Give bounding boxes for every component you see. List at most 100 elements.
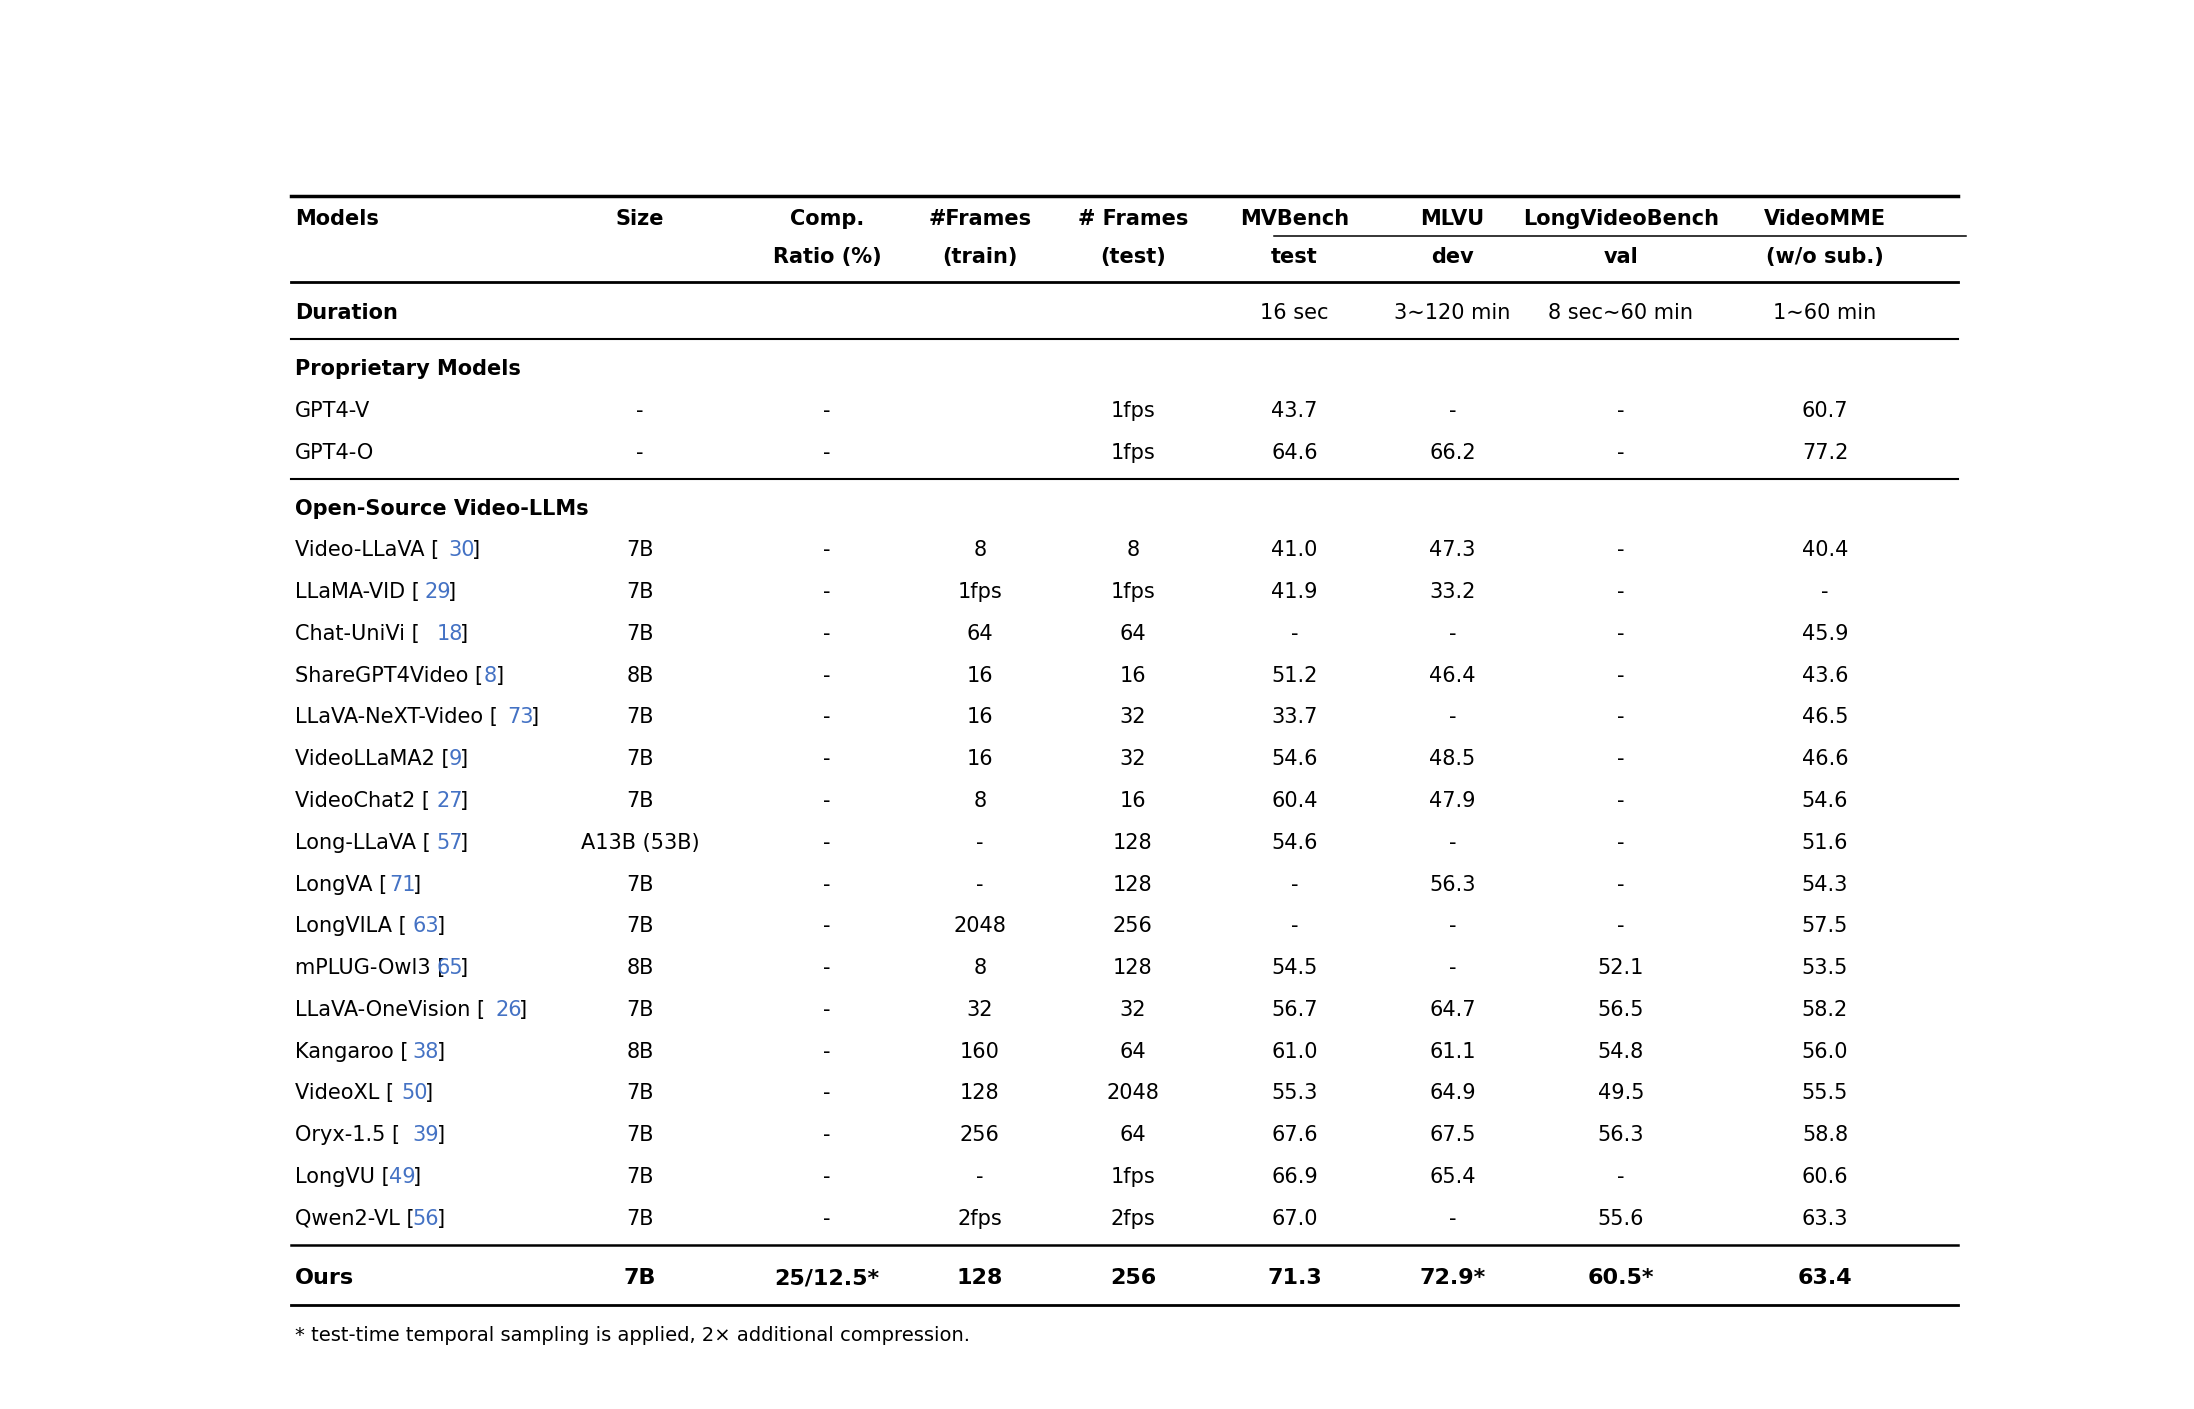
Text: 8: 8: [974, 790, 987, 812]
Text: 27: 27: [437, 790, 463, 812]
Text: 72.9*: 72.9*: [1420, 1268, 1485, 1288]
Text: Qwen2-VL [: Qwen2-VL [: [294, 1209, 415, 1229]
Text: -: -: [1448, 833, 1457, 852]
Text: 7B: 7B: [625, 1084, 654, 1103]
Text: # Frames: # Frames: [1077, 209, 1189, 230]
Text: -: -: [823, 1126, 832, 1146]
Text: 16: 16: [1119, 790, 1145, 812]
Text: 18: 18: [437, 624, 463, 644]
Text: #Frames: #Frames: [928, 209, 1031, 230]
Text: Ours: Ours: [294, 1268, 353, 1288]
Text: -: -: [976, 1167, 983, 1186]
Text: 61.0: 61.0: [1270, 1041, 1319, 1061]
Text: ]: ]: [461, 958, 467, 978]
Text: LLaVA-NeXT-Video [: LLaVA-NeXT-Video [: [294, 707, 498, 727]
Text: 32: 32: [1119, 707, 1145, 727]
Text: 63.4: 63.4: [1797, 1268, 1852, 1288]
Text: VideoMME: VideoMME: [1764, 209, 1887, 230]
Text: 7B: 7B: [625, 875, 654, 895]
Text: -: -: [1448, 402, 1457, 421]
Text: Size: Size: [617, 209, 665, 230]
Text: 60.5*: 60.5*: [1588, 1268, 1654, 1288]
Text: Oryx-1.5 [: Oryx-1.5 [: [294, 1126, 399, 1146]
Text: -: -: [976, 833, 983, 852]
Text: MVBench: MVBench: [1240, 209, 1349, 230]
Text: -: -: [823, 875, 832, 895]
Text: 256: 256: [1112, 916, 1152, 937]
Text: -: -: [1617, 624, 1626, 644]
Text: 7B: 7B: [625, 707, 654, 727]
Text: 7B: 7B: [625, 582, 654, 602]
Text: test: test: [1270, 247, 1319, 266]
Text: 30: 30: [448, 541, 474, 561]
Text: 66.2: 66.2: [1428, 442, 1477, 462]
Text: 41.0: 41.0: [1270, 541, 1319, 561]
Text: (w/o sub.): (w/o sub.): [1766, 247, 1885, 266]
Text: 56.3: 56.3: [1597, 1126, 1643, 1146]
Text: -: -: [1290, 624, 1299, 644]
Text: -: -: [1448, 624, 1457, 644]
Text: -: -: [823, 402, 832, 421]
Text: -: -: [823, 833, 832, 852]
Text: 64.7: 64.7: [1428, 1000, 1477, 1020]
Text: Models: Models: [294, 209, 380, 230]
Text: -: -: [1617, 582, 1626, 602]
Text: 64: 64: [1119, 1126, 1145, 1146]
Text: 3∼120 min: 3∼120 min: [1395, 303, 1512, 323]
Text: (train): (train): [941, 247, 1018, 266]
Text: 49: 49: [388, 1167, 417, 1186]
Text: 64: 64: [968, 624, 994, 644]
Text: 77.2: 77.2: [1801, 442, 1847, 462]
Text: -: -: [976, 875, 983, 895]
Text: -: -: [1617, 665, 1626, 686]
Text: -: -: [823, 1000, 832, 1020]
Text: ]: ]: [461, 833, 467, 852]
Text: 56.0: 56.0: [1801, 1041, 1847, 1061]
Text: ]: ]: [437, 1209, 445, 1229]
Text: 40.4: 40.4: [1801, 541, 1847, 561]
Text: 1fps: 1fps: [957, 582, 1003, 602]
Text: GPT4-O: GPT4-O: [294, 442, 373, 462]
Text: 16: 16: [968, 750, 994, 769]
Text: GPT4-V: GPT4-V: [294, 402, 371, 421]
Text: ]: ]: [426, 1084, 432, 1103]
Text: 56.5: 56.5: [1597, 1000, 1643, 1020]
Text: Duration: Duration: [294, 303, 397, 323]
Text: 7B: 7B: [625, 1000, 654, 1020]
Text: 60.6: 60.6: [1801, 1167, 1847, 1186]
Text: 46.5: 46.5: [1801, 707, 1847, 727]
Text: 51.2: 51.2: [1270, 665, 1319, 686]
Text: -: -: [636, 402, 643, 421]
Text: 54.6: 54.6: [1801, 790, 1847, 812]
Text: 128: 128: [957, 1268, 1003, 1288]
Text: 64.9: 64.9: [1428, 1084, 1477, 1103]
Text: 71: 71: [388, 875, 415, 895]
Text: 52.1: 52.1: [1597, 958, 1643, 978]
Text: 8: 8: [974, 958, 987, 978]
Text: 47.3: 47.3: [1430, 541, 1477, 561]
Text: -: -: [1290, 875, 1299, 895]
Text: 56.3: 56.3: [1428, 875, 1477, 895]
Text: 43.6: 43.6: [1801, 665, 1847, 686]
Text: 8: 8: [483, 665, 496, 686]
Text: -: -: [1290, 916, 1299, 937]
Text: ]: ]: [437, 1041, 445, 1061]
Text: 7B: 7B: [625, 624, 654, 644]
Text: mPLUG-Owl3 [: mPLUG-Owl3 [: [294, 958, 445, 978]
Text: 55.5: 55.5: [1801, 1084, 1847, 1103]
Text: -: -: [1617, 875, 1626, 895]
Text: 2048: 2048: [954, 916, 1007, 937]
Text: -: -: [823, 790, 832, 812]
Text: LongVideoBench: LongVideoBench: [1523, 209, 1718, 230]
Text: Proprietary Models: Proprietary Models: [294, 359, 520, 379]
Text: 55.3: 55.3: [1270, 1084, 1319, 1103]
Text: 8B: 8B: [625, 958, 654, 978]
Text: LLaVA-OneVision [: LLaVA-OneVision [: [294, 1000, 485, 1020]
Text: Long-LLaVA [: Long-LLaVA [: [294, 833, 430, 852]
Text: 160: 160: [961, 1041, 1000, 1061]
Text: 50: 50: [402, 1084, 428, 1103]
Text: 64: 64: [1119, 1041, 1145, 1061]
Text: 61.1: 61.1: [1428, 1041, 1477, 1061]
Text: -: -: [1617, 442, 1626, 462]
Text: ]: ]: [437, 916, 445, 937]
